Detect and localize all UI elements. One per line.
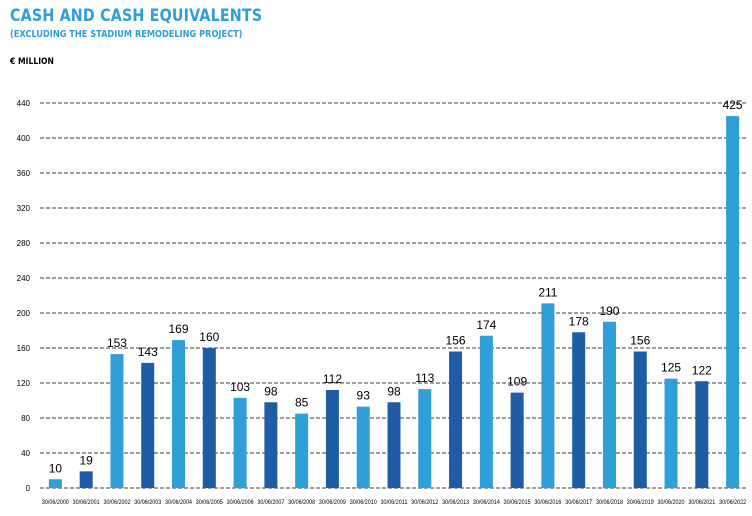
bar	[172, 340, 186, 488]
bar	[418, 389, 432, 488]
x-tick-label: 30/06/2002	[103, 500, 131, 506]
bars	[48, 116, 740, 488]
data-label: 103	[230, 380, 250, 394]
data-label: 211	[538, 285, 557, 299]
bar	[602, 321, 616, 488]
bar	[264, 402, 278, 488]
data-label: 98	[264, 384, 278, 398]
data-label: 19	[79, 453, 93, 467]
x-tick-label: 30/06/2015	[504, 500, 532, 506]
x-tick-label: 30/06/2003	[134, 500, 162, 506]
x-tick-label: 30/06/2017	[565, 500, 593, 506]
x-tick-label: 30/06/2011	[381, 500, 409, 506]
data-label: 112	[323, 372, 342, 386]
data-label: 10	[49, 461, 63, 475]
data-label: 160	[199, 330, 219, 344]
x-axis-ticks: 30/06/2000 30/06/2001 30/06/2002 30/06/2003…	[42, 500, 747, 506]
data-label: 93	[357, 389, 371, 403]
bar	[48, 479, 62, 488]
data-label: 178	[569, 314, 589, 328]
y-tick-label: 400	[17, 134, 31, 143]
x-tick-label: 30/06/2020	[658, 500, 686, 506]
x-tick-label: 30/06/2005	[196, 500, 224, 506]
data-label: 109	[507, 375, 527, 389]
y-axis-ticks: 0 40 80 120 160 200 240 280 320 360 400 440	[17, 99, 31, 493]
x-tick-label: 30/06/2001	[73, 500, 101, 506]
bar	[695, 381, 709, 488]
data-label: 122	[692, 363, 712, 377]
bar	[479, 335, 493, 488]
x-tick-label: 30/06/2006	[227, 500, 255, 506]
bar	[572, 332, 586, 488]
bar	[79, 471, 93, 488]
x-tick-label: 30/06/2016	[534, 500, 562, 506]
y-tick-label: 240	[17, 274, 31, 283]
y-tick-label: 40	[21, 449, 30, 458]
data-labels: 10 19 153 143 169 160 103 98 85 112 93 98 113 156 174 1…	[49, 98, 743, 475]
y-tick-label: 320	[17, 204, 31, 213]
y-tick-label: 0	[26, 484, 31, 493]
bar	[633, 351, 647, 488]
bar	[202, 348, 216, 488]
x-tick-label: 30/06/2022	[719, 500, 747, 506]
bar	[295, 413, 309, 488]
y-tick-label: 440	[17, 99, 31, 108]
bar	[510, 392, 524, 488]
data-label: 143	[138, 345, 158, 359]
x-tick-label: 30/06/2013	[442, 500, 470, 506]
data-label: 153	[107, 336, 127, 350]
y-tick-label: 80	[21, 414, 30, 423]
bar	[387, 402, 401, 488]
bar	[541, 303, 555, 488]
data-label: 98	[387, 384, 401, 398]
x-tick-label: 30/06/2004	[165, 500, 193, 506]
x-tick-label: 30/06/2009	[319, 500, 347, 506]
gridlines	[40, 102, 748, 489]
data-label: 113	[415, 371, 434, 385]
y-tick-label: 160	[17, 344, 31, 353]
x-tick-label: 30/06/2018	[596, 500, 624, 506]
data-label: 190	[599, 304, 619, 318]
chart-title: CASH AND CASH EQUIVALENTS	[10, 6, 263, 26]
data-label: 169	[169, 322, 189, 336]
bar	[449, 351, 463, 488]
bar	[233, 397, 247, 488]
y-axis-unit-label: € MILLION	[10, 57, 54, 67]
data-label: 125	[661, 361, 681, 375]
bar	[356, 406, 370, 488]
y-tick-label: 360	[17, 169, 31, 178]
y-tick-label: 120	[17, 379, 31, 388]
bar	[726, 116, 740, 488]
x-tick-label: 30/06/2007	[257, 500, 285, 506]
y-tick-label: 200	[17, 309, 31, 318]
data-label: 156	[630, 334, 650, 348]
data-label: 174	[476, 318, 496, 332]
chart-subtitle: (EXCLUDING THE STADIUM REMODELING PROJEC…	[10, 29, 243, 40]
x-tick-label: 30/06/2010	[350, 500, 378, 506]
data-label: 425	[723, 98, 743, 112]
data-label: 85	[295, 396, 309, 410]
bar	[141, 362, 155, 488]
x-tick-label: 30/06/2012	[411, 500, 439, 506]
data-label: 156	[446, 334, 466, 348]
bar	[110, 354, 124, 488]
bar	[325, 390, 339, 488]
x-tick-label: 30/06/2019	[627, 500, 655, 506]
x-tick-label: 30/06/2021	[688, 500, 716, 506]
x-tick-label: 30/06/2008	[288, 500, 316, 506]
bar	[664, 378, 678, 488]
x-tick-label: 30/06/2014	[473, 500, 501, 506]
y-tick-label: 280	[17, 239, 31, 248]
x-tick-label: 30/06/2000	[42, 500, 70, 506]
